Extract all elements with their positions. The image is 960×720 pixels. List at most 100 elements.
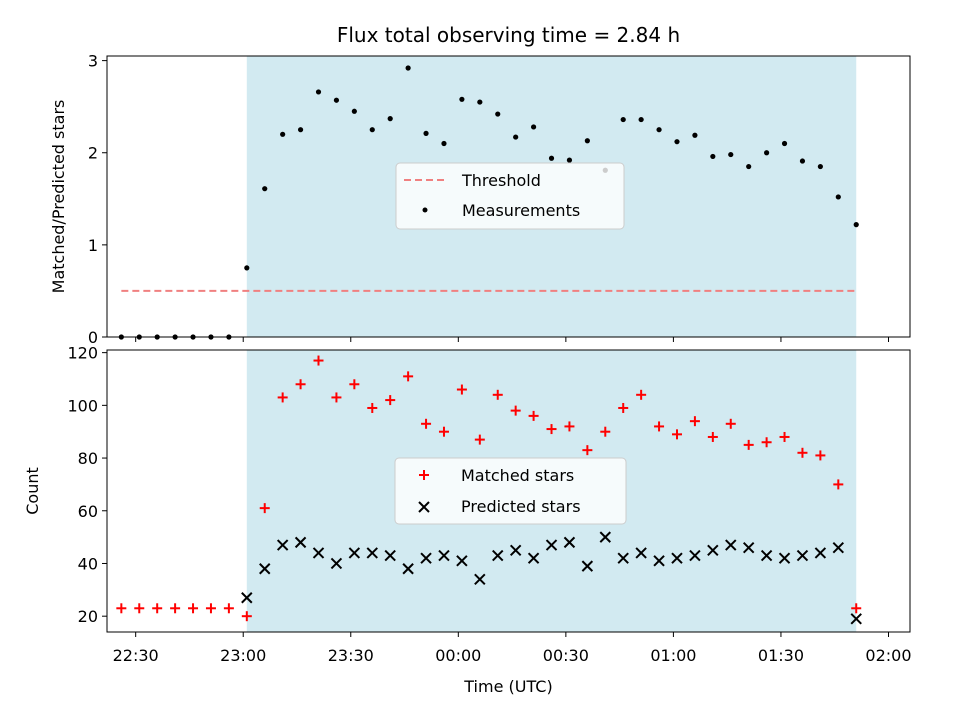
count-marks (116, 355, 862, 625)
matched-star-point (438, 426, 449, 437)
predicted-star-point (707, 544, 719, 557)
matched-star-point (223, 603, 234, 614)
predicted-star-point (760, 549, 773, 562)
measurement-point (656, 127, 662, 133)
measurement-point (584, 138, 590, 144)
matched-star-point (654, 421, 665, 432)
cross-stroke (599, 531, 611, 543)
predicted-star-point (635, 547, 647, 559)
cross-stroke (402, 563, 414, 575)
matched-star-point (349, 379, 360, 390)
count-y-tick-label: 40 (78, 554, 98, 573)
matched-legend-swatch (419, 470, 429, 480)
cross-stroke (796, 549, 809, 562)
predicted-star-point (581, 560, 594, 572)
time-x-tick-label: 00:30 (543, 646, 589, 665)
matched-star-point (205, 603, 216, 614)
predicted-star-point (312, 547, 325, 559)
count-y-axis-label: Count (23, 467, 42, 515)
matched-star-point (743, 439, 754, 450)
measurements-legend-label: Measurements (462, 201, 580, 220)
measurement-point (853, 222, 859, 228)
ratio-plot-frame (106, 55, 911, 338)
cross-stroke (420, 552, 432, 564)
matched-star-point (313, 355, 324, 366)
measurements-legend-swatch (422, 207, 428, 213)
predicted-star-point (456, 555, 468, 567)
predicted-star-point (599, 531, 611, 543)
cross-stroke (850, 613, 862, 625)
measurement-point (566, 157, 573, 163)
matched-star-point (170, 603, 181, 614)
matched-star-point (707, 431, 718, 442)
cross-stroke (760, 549, 773, 562)
matched-star-point (636, 389, 647, 400)
measurement-point (477, 99, 483, 105)
count-y-tick-label: 100 (67, 396, 98, 415)
predicted-star-point (330, 557, 343, 570)
matched-star-point (134, 603, 145, 614)
matched-star-point (188, 603, 199, 614)
predicted-star-point (438, 549, 450, 562)
predicted-star-point (563, 536, 576, 549)
cross-stroke (474, 573, 486, 585)
cross-stroke (689, 549, 701, 562)
predicted-star-point (294, 536, 307, 549)
threshold-legend-label: Threshold (461, 171, 541, 190)
cross-stroke (671, 552, 683, 564)
predicted-star-point (348, 547, 361, 559)
count-y-ticks: 20 40 60 80 100 120 (67, 344, 107, 626)
measurement-point (548, 155, 555, 161)
ratio-marks (118, 65, 859, 340)
matched-star-point (241, 611, 252, 622)
cross-stroke (276, 539, 289, 551)
predicted-star-point (241, 592, 253, 604)
time-x-tick-label: 00:00 (435, 646, 481, 665)
time-x-tick-label: 23:30 (328, 646, 374, 665)
measurement-point (495, 111, 501, 117)
matched-star-point (385, 395, 396, 406)
count-legend-box (394, 457, 627, 525)
matched-star-point (564, 421, 575, 432)
measurement-point (315, 89, 322, 95)
count-y-tick-label: 120 (67, 344, 98, 363)
ratio-y-tick-label: 2 (88, 144, 98, 163)
cross-stroke (527, 552, 540, 564)
predicted-legend-swatch (418, 501, 430, 513)
cross-stroke (330, 557, 343, 570)
predicted-star-point (402, 563, 414, 575)
matched-star-point (367, 402, 378, 413)
matched-star-point (582, 445, 593, 456)
predicted-star-point (796, 549, 809, 562)
measurement-point (799, 158, 806, 164)
measurement-point (244, 265, 250, 271)
measurement-point (817, 163, 823, 170)
matched-star-point (331, 392, 342, 403)
predicted-star-point (814, 547, 827, 559)
cross-stroke (581, 560, 594, 572)
predicted-star-point (527, 552, 540, 564)
count-y-tick-label: 20 (78, 607, 98, 626)
count-legend: Matched stars Predicted stars (394, 457, 627, 525)
predicted-star-point (832, 541, 845, 554)
matched-star-point (671, 429, 682, 440)
cross-stroke (814, 547, 827, 559)
cross-stroke (509, 544, 522, 557)
matched-star-point (259, 503, 270, 514)
measurement-point (459, 96, 465, 102)
predicted-star-point (492, 549, 504, 562)
measurement-point (441, 140, 447, 147)
cross-stroke (635, 547, 647, 559)
ratio-y-tick-label: 0 (88, 328, 98, 347)
matched-star-point (474, 434, 485, 445)
ratio-legend-box (395, 162, 625, 230)
cross-stroke (742, 541, 755, 554)
predicted-legend-label: Predicted stars (461, 497, 581, 516)
cross-stroke (492, 549, 504, 562)
predicted-star-point (366, 547, 378, 559)
measurement-point (405, 65, 411, 71)
measurement-point (423, 130, 429, 136)
matched-star-point (421, 418, 432, 429)
